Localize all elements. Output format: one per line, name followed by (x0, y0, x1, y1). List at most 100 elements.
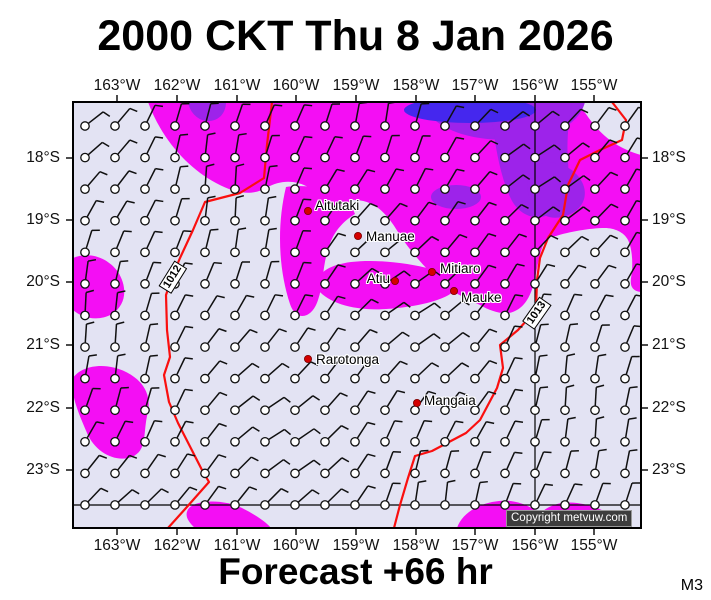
lon-label-top: 162°W (153, 77, 201, 94)
wind-barb-hook (129, 139, 138, 144)
wind-barb-hook (274, 294, 284, 297)
wind-barb-hook (310, 361, 319, 366)
wind-station-circle (560, 500, 570, 510)
wind-station-circle (110, 405, 120, 416)
wind-barb-stem (298, 428, 315, 440)
wind-barb-hook (578, 264, 587, 269)
wind-barb-stem (114, 324, 118, 343)
wind-barb-hook (369, 328, 378, 334)
wind-barb-stem (175, 198, 183, 217)
wind-barb-stem (625, 387, 631, 406)
wind-barb-stem (265, 261, 272, 280)
wind-barb-hook (369, 202, 378, 208)
wind-station-circle (560, 215, 570, 226)
wind-barb-hook (268, 195, 277, 199)
wind-barb-stem (387, 360, 401, 376)
wind-barb-stem (234, 229, 239, 248)
wind-barb-stem (625, 482, 633, 501)
wind-barb-stem (477, 108, 492, 124)
wind-barb-stem (596, 294, 607, 312)
wind-barb-hook (605, 294, 614, 298)
wind-station-circle (530, 405, 540, 416)
lat-label-right: 20°S (652, 273, 686, 290)
wind-barb-stem (145, 324, 151, 343)
rain-area-med (188, 102, 226, 122)
wind-barb-stem (235, 261, 243, 280)
wind-barb-stem (237, 456, 252, 471)
wind-station-circle (350, 342, 360, 352)
wind-barb-hook (120, 260, 129, 263)
wind-barb-hook (583, 175, 591, 181)
wind-barb-hook (521, 203, 529, 210)
lon-label-bottom: 156°W (511, 537, 559, 554)
wind-barb-stem (538, 206, 554, 219)
wind-station-circle (320, 152, 330, 163)
wind-barb-hook (206, 163, 215, 167)
wind-barb-stem (85, 388, 94, 407)
wind-station-circle (320, 215, 330, 226)
wind-barb-hook (402, 331, 410, 338)
wind-barb-hook (283, 459, 291, 465)
wind-barb-stem (116, 230, 125, 249)
wind-barb-stem (357, 329, 371, 345)
wind-station-circle (530, 121, 540, 131)
wind-barb-hook (189, 486, 198, 491)
wind-barb-hook (99, 454, 108, 459)
wind-barb-hook (420, 449, 429, 452)
wind-barb-stem (477, 391, 490, 407)
wind-station-circle (440, 436, 450, 447)
wind-station-circle (230, 184, 240, 195)
wind-station-circle (230, 121, 240, 131)
wind-barb-stem (415, 450, 422, 470)
wind-barb-stem (536, 483, 546, 502)
wind-barb-hook (184, 357, 193, 360)
lon-label-top: 157°W (451, 77, 499, 94)
wind-barb-stem (237, 362, 253, 377)
wind-station-circle (410, 405, 420, 416)
wind-barb-hook (461, 267, 469, 273)
wind-barb-hook (455, 420, 464, 424)
wind-barb-stem (447, 234, 461, 250)
model-code-label: M3 (680, 577, 703, 594)
lat-label-right: 23°S (652, 461, 686, 478)
wind-barb-hook (337, 232, 347, 237)
wind-barb-stem (298, 459, 315, 472)
wind-barb-stem (326, 295, 339, 313)
wind-station-circle (410, 500, 420, 510)
wind-barb-hook (187, 453, 196, 457)
wind-barb-hook (489, 170, 498, 176)
wind-station-circle (500, 121, 510, 131)
wind-station-circle (410, 184, 420, 195)
lon-label-bottom: 158°W (392, 537, 440, 554)
wind-barb-stem (597, 139, 611, 155)
wind-barb-stem (564, 355, 568, 375)
wind-barb-stem (176, 453, 188, 470)
wind-barb-hook (574, 483, 583, 486)
wind-barb-hook (219, 360, 228, 365)
wind-barb-hook (218, 454, 227, 459)
wind-barb-stem (506, 294, 516, 312)
wind-barb-hook (303, 167, 313, 170)
wind-station-circle (260, 373, 270, 384)
wind-barb-hook (396, 389, 406, 394)
wind-barb-stem (268, 459, 284, 472)
wind-station-circle (560, 310, 570, 321)
wind-station-circle (230, 405, 240, 416)
wind-barb-stem (357, 359, 370, 376)
place-label-atiu: Atiu (366, 271, 390, 286)
wind-barb-stem (448, 331, 464, 345)
wind-barb-stem (446, 168, 458, 186)
wind-barb-hook (488, 232, 497, 237)
wind-barb-stem (327, 488, 342, 503)
wind-barb-stem (207, 328, 220, 344)
wind-barb-stem (207, 423, 220, 439)
wind-barb-stem (357, 298, 372, 313)
wind-barb-hook (367, 390, 376, 394)
wind-barb-hook (488, 390, 497, 395)
wind-barb-hook (540, 386, 549, 389)
wind-barb-hook (514, 451, 523, 455)
wind-barb-stem (477, 202, 490, 218)
wind-barb-stem (146, 231, 156, 249)
wind-barb-stem (117, 454, 130, 471)
